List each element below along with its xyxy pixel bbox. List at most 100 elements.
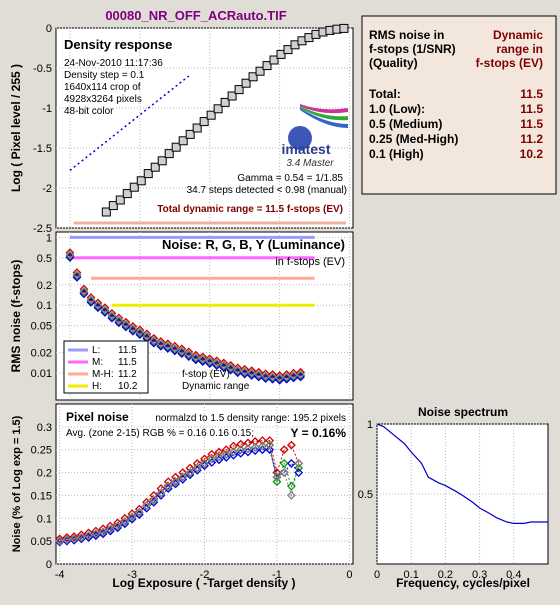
pixel-noise-point [120,517,130,526]
pixel-noise-point [294,468,304,477]
density-step-marker [185,129,195,139]
pixel-noise-point [178,472,188,482]
density-step-marker [262,61,272,71]
y-tick-label: 0.02 [31,348,52,360]
pixel-noise-point [156,488,166,498]
spectrum-line [376,423,548,525]
pixel-noise-point [214,452,224,461]
noise-point [86,295,96,305]
summary-header-right-1: Dynamic [493,28,543,42]
summary-header-right-2: range in [496,42,543,56]
pixel-noise-panel: 0 0.05 0.1 0.15 0.2 0.25 0.3 -4 -3 -2 -1 0 Pixel no… [11,403,354,590]
noise-point [163,339,173,349]
noise-point [184,347,194,357]
noise-point [191,350,201,360]
density-step-marker [136,176,146,186]
density-info-line: 24-Nov-2010 11:17:36 [64,58,163,69]
summary-header-left-3: (Quality) [369,56,418,70]
pixel-noise-point [236,445,246,455]
noise-point [156,339,166,349]
noise-point [191,352,201,362]
pixel-noise-point [236,448,246,458]
density-step-marker [157,156,167,166]
summary-row-label: 0.5 (Medium) [369,117,442,131]
y-tick-label: -0.5 [33,63,52,75]
noise-point [65,250,75,260]
spectrum-plot-area [376,423,549,565]
y-tick-label: 0.1 [37,300,52,312]
noise-point [240,367,250,376]
noise-point [275,373,285,383]
logo-sub: 3.4 Master [286,158,334,169]
noise-point [93,298,103,308]
pixel-noise-point [272,477,282,487]
y-tick-label: -1.5 [33,143,52,155]
legend-note: Dynamic range [182,381,250,392]
report-title: 00080_NR_OFF_ACRauto.TIF [105,8,286,23]
pixel-noise-point [279,445,289,455]
pixel-noise-point [287,491,296,500]
pixel-noise-point [200,459,209,468]
pixel-noise-point [76,530,86,540]
density-response-panel: -2.5 -2 -1.5 -1 -0.5 0 Density response 24-No… [9,23,354,235]
noise-point [100,305,110,315]
density-step-marker [129,182,139,192]
density-step-marker [178,136,188,146]
pixel-noise-point [62,533,72,542]
y-tick-label: 0.05 [31,536,52,548]
noise-point [226,360,236,370]
pixel-noise-point [98,527,108,537]
pixel-noise-point [287,481,296,491]
legend-value: 10.2 [118,381,138,392]
noise-point [268,372,278,382]
x-tick-label: 0 [346,569,352,581]
noise-point [240,364,250,374]
pixel-noise-point [207,458,217,467]
noise-point [282,370,292,379]
pixel-noise-point [69,534,79,544]
pixel-noise-point [192,463,202,473]
density-info-line: 1640x114 crop of [64,82,141,93]
noise-ylabel: RMS noise (f-stops) [9,260,23,373]
x-tick-label: -1 [272,569,282,581]
y-tick-label: -2 [42,183,52,195]
pixel-noise-point [207,454,217,464]
noise-point [72,268,82,278]
legend-value: 11.5 [118,345,137,356]
noise-point [177,346,187,356]
summary-row-value: 10.2 [520,147,544,161]
density-step-marker [164,149,174,159]
pixel-noise-point [142,501,151,510]
noise-point [247,368,257,378]
noise-point [212,356,222,366]
pixel-noise-point [294,459,304,468]
legend-label: M: [92,357,103,368]
noise-legend: L: 11.5 M: 11.5 M-H: 11.2 H: 10.2 f-stop… [63,340,250,394]
noise-point [177,344,187,354]
density-step-marker [248,72,258,82]
pixel-noise-point [221,449,231,459]
legend-label: M-H: [92,369,114,380]
summary-panel: RMS noise in f-stops (1/SNR) (Quality) D… [361,15,557,195]
noise-point [86,293,96,302]
density-step-marker [276,49,286,59]
pixel-noise-point [294,463,304,473]
noise-point [149,336,159,346]
y-tick-label: 0.1 [37,513,52,525]
noise-point [247,366,257,376]
noise-point [289,368,299,378]
noise-point [142,329,152,339]
pixel-noise-point [127,512,137,522]
y-tick-label: 0 [46,559,52,571]
pixel-noise-point [258,441,267,451]
logo-globe-icon [288,126,312,150]
y-tick-label: 0.2 [37,468,52,480]
pixel-noise-point [207,449,217,459]
y-tick-label: -2.5 [33,223,52,235]
density-step-marker [122,189,132,199]
noise-subtitle: in f-stops (EV) [275,256,345,268]
pixel-noise-point [55,534,65,544]
noise-point [261,369,271,379]
y-tick-label: 0 [46,23,52,35]
